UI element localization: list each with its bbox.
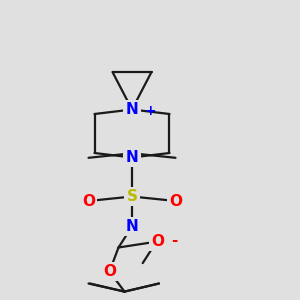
Text: +: + [145, 104, 156, 118]
Text: N: N [126, 150, 138, 165]
Text: O: O [169, 194, 182, 208]
Text: S: S [127, 189, 137, 204]
Text: -: - [171, 232, 177, 247]
Text: N: N [126, 219, 138, 234]
Text: O: O [103, 264, 116, 279]
Text: N: N [126, 102, 138, 117]
Text: O: O [151, 234, 164, 249]
Text: O: O [82, 194, 95, 208]
